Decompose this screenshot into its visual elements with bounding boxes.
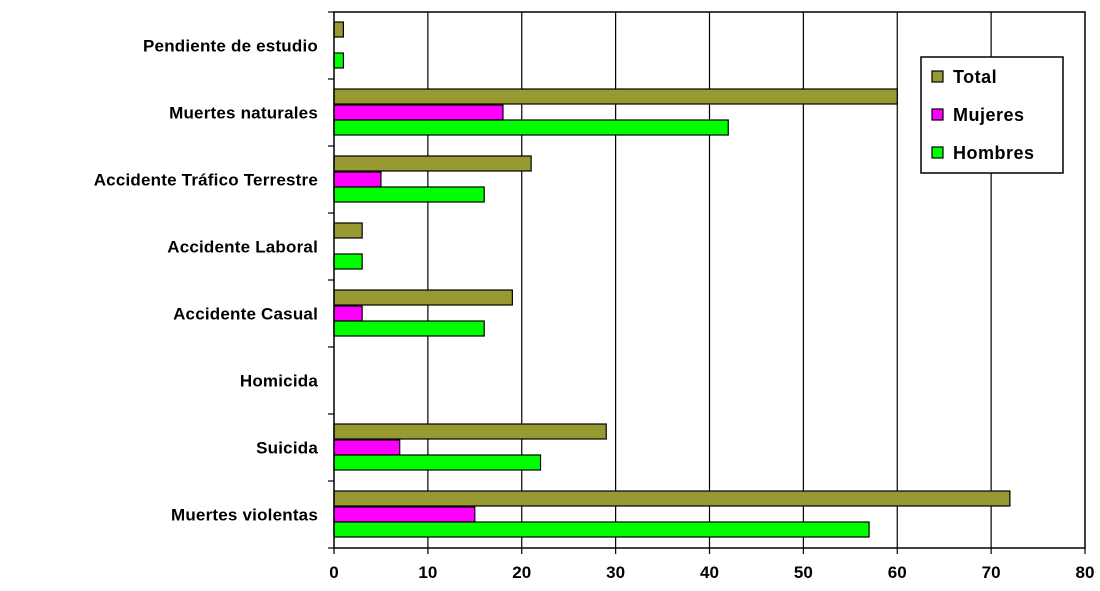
axes <box>328 11 1086 554</box>
x-tick-label-80: 80 <box>1076 563 1095 582</box>
bar-total-accidente-trafico-terrestre <box>333 155 532 172</box>
legend-swatch-total <box>931 70 944 83</box>
bar-hombres-muertes-violentas <box>333 521 870 538</box>
bar-total-suicida <box>333 423 607 440</box>
bar-mujeres-muertes-violentas <box>333 506 476 523</box>
legend-box <box>920 56 1064 174</box>
category-label-accidente-trafico-terrestre: Accidente Tráfico Terrestre <box>94 171 318 190</box>
bar-mujeres-accidente-trafico-terrestre <box>333 171 382 188</box>
legend-swatch-mujeres <box>931 108 944 121</box>
category-label-pendiente-de-estudio: Pendiente de estudio <box>143 37 318 56</box>
x-tick-label-60: 60 <box>888 563 907 582</box>
bar-mujeres-accidente-casual <box>333 305 363 322</box>
bars <box>333 21 1011 538</box>
category-label-muertes-naturales: Muertes naturales <box>169 104 318 123</box>
bar-total-accidente-casual <box>333 289 513 306</box>
bar-hombres-muertes-naturales <box>333 119 729 136</box>
x-tick-label-40: 40 <box>700 563 719 582</box>
x-tick-label-0: 0 <box>329 563 338 582</box>
labels: 0 10 20 30 40 50 60 70 80 Muertes violentas Suicid… <box>94 37 1095 583</box>
category-label-suicida: Suicida <box>256 439 318 458</box>
bar-mujeres-muertes-naturales <box>333 104 504 121</box>
bar-hombres-accidente-laboral <box>333 253 363 270</box>
x-tick-label-30: 30 <box>606 563 625 582</box>
x-tick-label-70: 70 <box>982 563 1001 582</box>
category-label-homicida: Homicida <box>240 372 318 391</box>
bar-hombres-pendiente-de-estudio <box>333 52 344 69</box>
bar-mujeres-suicida <box>333 439 401 456</box>
bar-hombres-suicida <box>333 454 542 471</box>
legend-label-mujeres: Mujeres <box>953 105 1025 125</box>
category-label-accidente-casual: Accidente Casual <box>173 305 318 324</box>
x-tick-label-50: 50 <box>794 563 813 582</box>
legend-label-total: Total <box>953 67 997 87</box>
bar-total-muertes-naturales <box>333 88 898 105</box>
x-tick-label-20: 20 <box>512 563 531 582</box>
bar-hombres-accidente-trafico-terrestre <box>333 186 485 203</box>
category-label-accidente-laboral: Accidente Laboral <box>167 238 318 257</box>
legend-swatch-hombres <box>931 146 944 159</box>
x-tick-label-10: 10 <box>418 563 437 582</box>
bar-hombres-accidente-casual <box>333 320 485 337</box>
bar-total-muertes-violentas <box>333 490 1011 507</box>
legend-label-hombres: Hombres <box>953 143 1035 163</box>
bar-total-accidente-laboral <box>333 222 363 239</box>
bar-total-pendiente-de-estudio <box>333 21 344 38</box>
category-label-muertes-violentas: Muertes violentas <box>171 506 318 525</box>
legend: Total Mujeres Hombres <box>920 56 1064 174</box>
